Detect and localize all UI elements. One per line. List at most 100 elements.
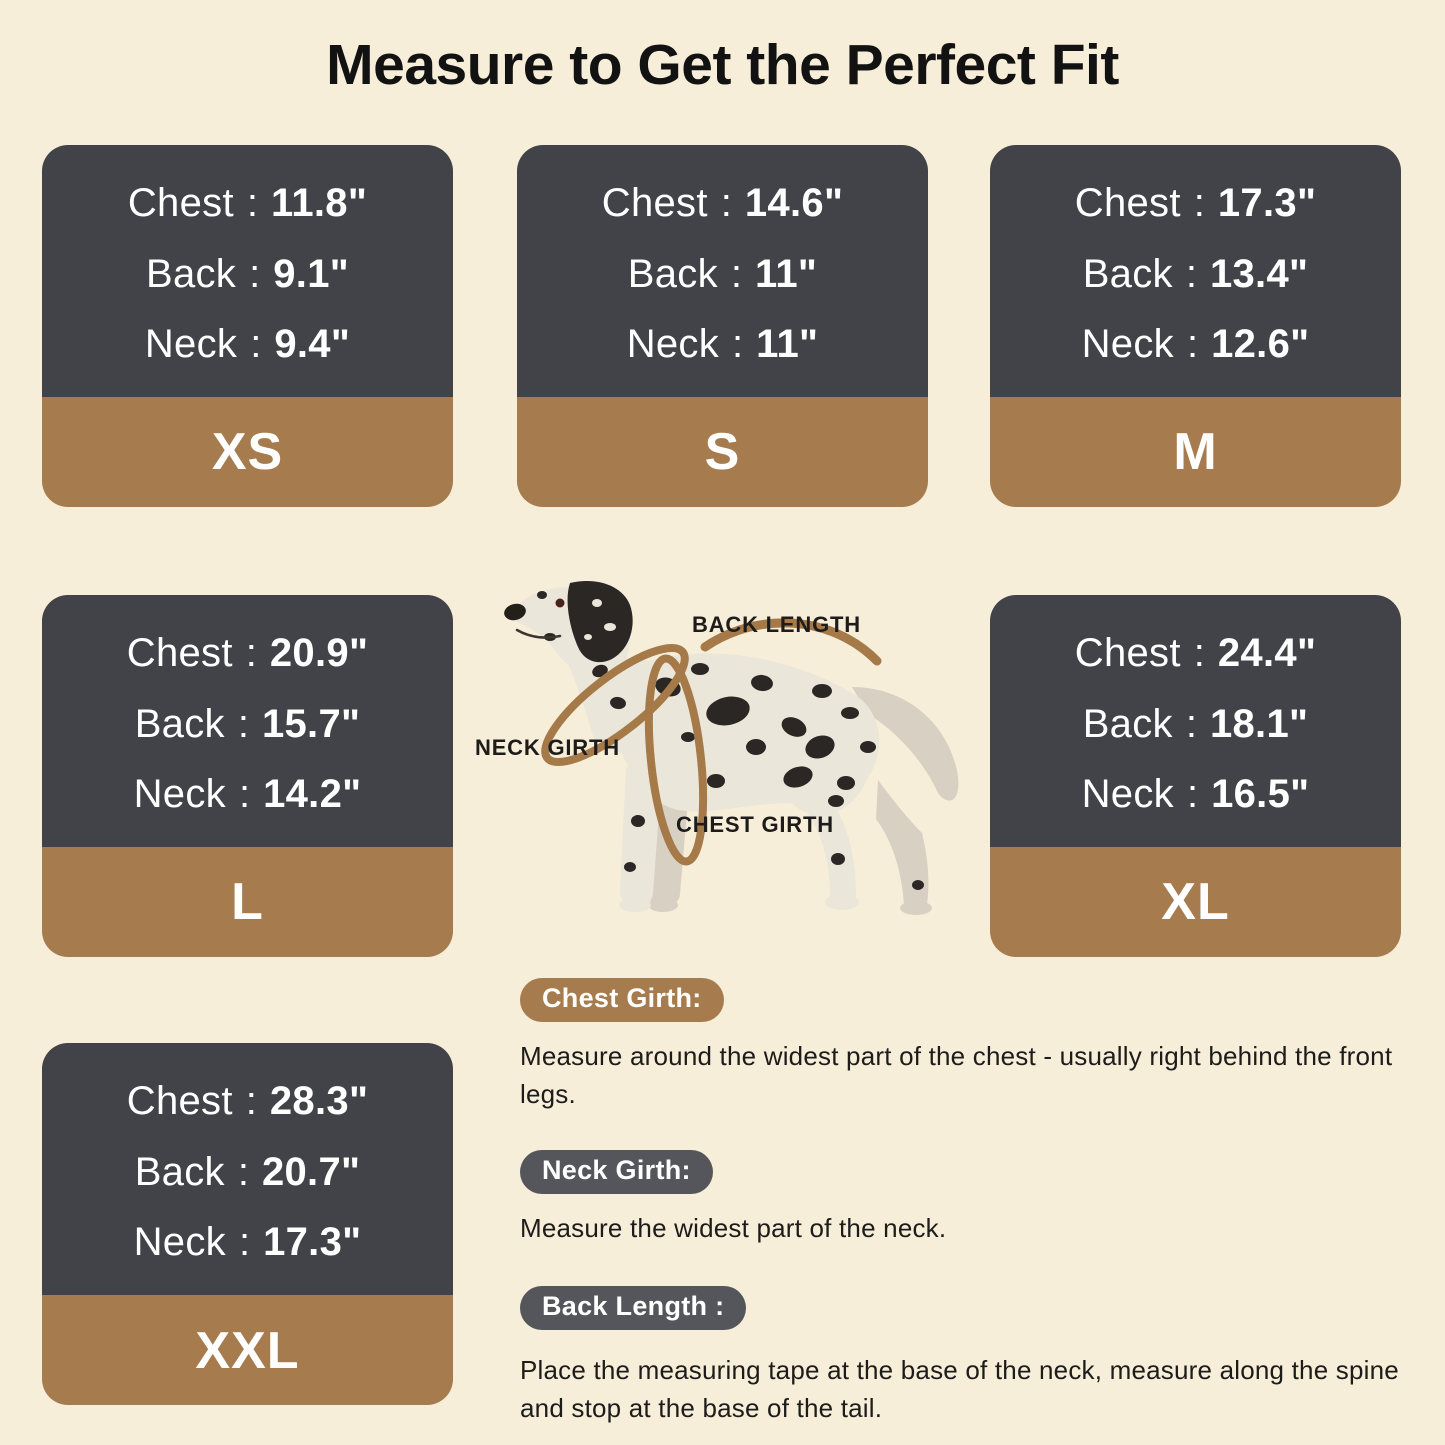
measurement-row-neck: Neck:14.2"	[134, 772, 362, 817]
measurement-label: Back	[627, 251, 718, 296]
measurement-label: Chest	[601, 180, 708, 225]
dog-tail	[852, 687, 959, 801]
measurement-row-chest: Chest:17.3"	[1075, 181, 1316, 226]
measurement-label: Back	[1082, 701, 1173, 746]
measurement-value: 20.7"	[261, 1149, 361, 1194]
measurement-label: Chest	[1074, 630, 1181, 675]
separator: :	[720, 180, 732, 225]
separator: :	[1185, 251, 1197, 296]
separator: :	[245, 1078, 257, 1123]
measurement-value: 17.3"	[1217, 180, 1317, 225]
chest-girth-section: Chest Girth: Measure around the widest p…	[520, 978, 1420, 1113]
size-card-measurements: Chest:14.6" Back:11" Neck:11"	[517, 145, 928, 397]
size-card-l: Chest:20.9" Back:15.7" Neck:14.2" L	[42, 595, 453, 957]
dog-eye	[555, 598, 565, 608]
dog-ear-spots	[584, 599, 616, 640]
measurement-marks	[541, 618, 882, 866]
back-length-label: BACK LENGTH	[692, 612, 861, 637]
measurement-row-back: Back:9.1"	[146, 252, 349, 297]
measurement-row-chest: Chest:20.9"	[127, 631, 368, 676]
size-band: XS	[42, 397, 453, 507]
dog-ear	[567, 581, 633, 663]
measurement-value: 11"	[755, 251, 818, 296]
measurement-value: 16.5"	[1211, 772, 1310, 817]
measurement-row-back: Back:11"	[628, 252, 817, 297]
measurement-value: 24.4"	[1217, 630, 1317, 675]
measurement-value: 20.9"	[269, 630, 369, 675]
separator: :	[245, 630, 257, 675]
measurement-value: 12.6"	[1211, 322, 1310, 367]
measurement-label: Back	[145, 251, 237, 296]
separator: :	[246, 180, 258, 225]
size-card-measurements: Chest:24.4" Back:18.1" Neck:16.5"	[990, 595, 1401, 847]
chest-girth-label: CHEST GIRTH	[676, 812, 834, 837]
size-card-m: Chest:17.3" Back:13.4" Neck:12.6" M	[990, 145, 1401, 507]
separator: :	[1193, 630, 1205, 675]
measurement-label: Neck	[144, 322, 238, 367]
measurement-value: 11"	[756, 322, 819, 367]
neck-girth-description: Measure the widest part of the neck.	[520, 1213, 947, 1243]
separator: :	[238, 772, 251, 817]
page-title: Measure to Get the Perfect Fit	[326, 33, 1119, 97]
size-band: M	[990, 397, 1401, 507]
measurement-value: 11.8"	[271, 180, 368, 225]
measurement-row-chest: Chest:28.3"	[127, 1079, 368, 1124]
size-card-xxl: Chest:28.3" Back:20.7" Neck:17.3" XXL	[42, 1043, 453, 1405]
size-card-measurements: Chest:17.3" Back:13.4" Neck:12.6"	[990, 145, 1401, 397]
measurement-label: Neck	[1081, 772, 1174, 817]
separator: :	[730, 251, 743, 296]
size-band: L	[42, 847, 453, 957]
measurement-row-chest: Chest:14.6"	[602, 181, 843, 226]
measurement-label: Chest	[126, 1078, 233, 1123]
measurement-value: 17.3"	[263, 1220, 362, 1265]
size-card-xl: Chest:24.4" Back:18.1" Neck:16.5" XL	[990, 595, 1401, 957]
measurement-row-chest: Chest:24.4"	[1075, 631, 1316, 676]
measurement-value: 14.2"	[263, 772, 362, 817]
separator: :	[1186, 772, 1199, 817]
measurement-label: Back	[1082, 251, 1173, 296]
measurement-label: Neck	[133, 772, 226, 817]
measurement-label: Neck	[626, 322, 720, 367]
chest-girth-badge: Chest Girth:	[520, 978, 724, 1022]
size-label: M	[1173, 423, 1218, 481]
measurement-row-neck: Neck:16.5"	[1082, 772, 1310, 817]
measurement-row-back: Back:18.1"	[1083, 702, 1309, 747]
size-label: L	[231, 873, 264, 931]
separator: :	[250, 322, 262, 367]
back-length-badge: Back Length :	[520, 1286, 747, 1330]
measurement-row-back: Back:13.4"	[1083, 252, 1309, 297]
dog-mouth	[515, 628, 562, 639]
size-band: XL	[990, 847, 1401, 957]
back-length-section: Back Length : Place the measuring tape a…	[520, 1286, 1420, 1427]
measurement-label: Chest	[126, 630, 233, 675]
measurement-value: 13.4"	[1209, 251, 1309, 296]
separator: :	[237, 1149, 249, 1194]
neck-girth-section: Neck Girth: Measure the widest part of t…	[520, 1150, 1420, 1248]
measurement-value: 18.1"	[1209, 701, 1309, 746]
size-card-measurements: Chest:20.9" Back:15.7" Neck:14.2"	[42, 595, 453, 847]
size-label: XL	[1161, 873, 1230, 931]
separator: :	[237, 701, 249, 746]
chest-girth-description: Measure around the widest part of the ch…	[520, 1041, 1393, 1109]
measurement-value: 14.6"	[744, 180, 844, 225]
dog-nose	[504, 603, 526, 621]
size-label: XS	[211, 423, 284, 481]
separator: :	[732, 322, 744, 367]
measurement-label: Back	[134, 1149, 225, 1194]
measurement-label: Back	[134, 701, 225, 746]
separator: :	[238, 1220, 251, 1265]
measurement-row-neck: Neck:11"	[627, 322, 819, 367]
neck-girth-badge: Neck Girth:	[520, 1150, 713, 1194]
separator: :	[1193, 180, 1205, 225]
measurement-row-chest: Chest:11.8"	[128, 181, 367, 226]
measurement-row-neck: Neck:12.6"	[1082, 322, 1310, 367]
size-card-measurements: Chest:28.3" Back:20.7" Neck:17.3"	[42, 1043, 453, 1295]
size-card-measurements: Chest:11.8" Back:9.1" Neck:9.4"	[42, 145, 453, 397]
size-band: S	[517, 397, 928, 507]
measurement-row-neck: Neck:9.4"	[145, 322, 350, 367]
dog-measurement-diagram	[500, 575, 980, 935]
measurement-label: Chest	[127, 180, 234, 225]
measurement-label: Neck	[133, 1220, 226, 1265]
measurement-row-neck: Neck:17.3"	[134, 1220, 362, 1265]
measurement-value: 9.1"	[273, 251, 350, 296]
